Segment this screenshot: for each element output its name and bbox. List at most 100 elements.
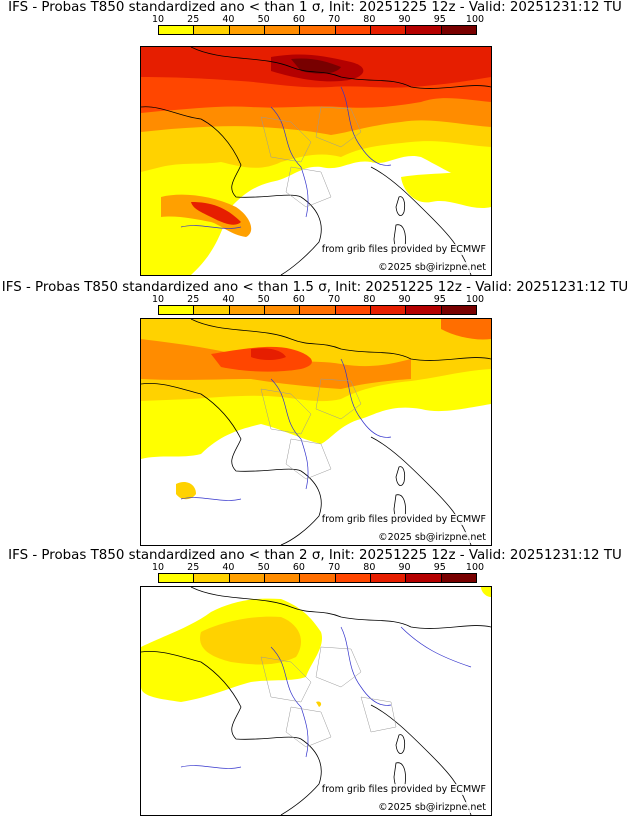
colorbar-tick-label: 100 [465, 294, 485, 305]
colorbar-labels: 10 25 40 50 60 70 80 90 95 100 [152, 294, 484, 305]
island-corsica [395, 466, 406, 486]
colorbar-tick-label: 80 [363, 294, 376, 305]
river-line [180, 765, 242, 769]
coastline-italy [370, 436, 472, 545]
prob-spot-alps [316, 701, 322, 707]
colorbar [158, 305, 477, 315]
colorbar-tick-label: 40 [222, 294, 235, 305]
colorbar-segment [229, 26, 265, 34]
colorbar-tick-label: 95 [433, 562, 446, 573]
colorbar-tick-label: 10 [151, 562, 165, 573]
source-credit: from grib files provided by ECMWF [320, 514, 487, 525]
panel-title: IFS - Probas T850 standardized ano < tha… [8, 0, 622, 15]
colorbar-segment [159, 574, 195, 582]
colorbar-segment [194, 26, 230, 34]
colorbar-tick-label: 90 [398, 294, 411, 305]
region-border [260, 656, 312, 703]
colorbar-segment [229, 306, 265, 314]
river-line [180, 497, 242, 501]
panel-title: IFS - Probas T850 standardized ano < tha… [1, 280, 629, 295]
colorbar-segment [194, 306, 230, 314]
colorbar-segment [159, 306, 195, 314]
source-credit: from grib files provided by ECMWF [320, 244, 487, 255]
colorbar-tick-label: 80 [363, 14, 376, 25]
colorbar-segment [335, 26, 371, 34]
prob-area-east [441, 319, 491, 340]
panel-title: IFS - Probas T850 standardized ano < tha… [8, 548, 622, 563]
colorbar-tick-label: 100 [465, 14, 485, 25]
map-graphic [141, 587, 491, 815]
region-border [315, 378, 362, 420]
colorbar-tick-label: 10 [151, 14, 165, 25]
colorbar-segment [194, 574, 230, 582]
colorbar-segment [159, 26, 195, 34]
source-credit: from grib files provided by ECMWF [320, 784, 487, 795]
map-panel-3: IFS - Probas T850 standardized ano < tha… [0, 548, 630, 828]
region-border [260, 116, 312, 163]
copyright-credit: ©2025 sb@irizpne.net [377, 262, 487, 273]
prob-area-east [401, 167, 491, 209]
river-line [340, 86, 392, 166]
prob-spot-east [481, 587, 491, 597]
colorbar-tick-label: 95 [433, 294, 446, 305]
river-line [340, 358, 392, 438]
colorbar-tick-label: 50 [257, 294, 270, 305]
colorbar-segment [406, 26, 442, 34]
colorbar-segment [370, 306, 407, 314]
colorbar-tick-label: 70 [328, 562, 341, 573]
colorbar-tick-label: 40 [222, 562, 235, 573]
copyright-credit: ©2025 sb@irizpne.net [377, 802, 487, 813]
prob-band-spain [161, 194, 252, 237]
colorbar-tick-label: 50 [257, 14, 270, 25]
colorbar-tick-label: 90 [398, 562, 411, 573]
region-border [285, 706, 332, 748]
prob-spot-spain [176, 482, 196, 500]
colorbar-segment [406, 574, 442, 582]
region-border [360, 696, 397, 733]
colorbar-tick-label: 95 [433, 14, 446, 25]
river-line [270, 378, 309, 490]
region-border [285, 166, 332, 208]
colorbar-tick-label: 100 [465, 562, 485, 573]
colorbar-tick-label: 40 [222, 14, 235, 25]
prob-area-80 [251, 348, 286, 360]
colorbar-labels: 10 25 40 50 60 70 80 90 95 100 [152, 14, 484, 25]
colorbar-segment [264, 306, 301, 314]
region-border [260, 388, 312, 435]
colorbar [158, 573, 477, 583]
colorbar-segment [229, 574, 265, 582]
probability-map: from grib files provided by ECMWF ©2025 … [140, 586, 492, 816]
colorbar-tick-label: 60 [292, 562, 305, 573]
colorbar-segment [335, 306, 371, 314]
region-border [285, 438, 332, 480]
coastline [141, 106, 322, 275]
colorbar-segment [370, 26, 407, 34]
region-border [315, 106, 362, 148]
coastline-north [190, 587, 491, 629]
colorbar-segment [441, 26, 476, 34]
colorbar-labels: 10 25 40 50 60 70 80 90 95 100 [152, 562, 484, 573]
colorbar-segment [441, 306, 476, 314]
colorbar-tick-label: 70 [328, 294, 341, 305]
colorbar-segment [300, 574, 336, 582]
colorbar-tick-label: 10 [151, 294, 165, 305]
island-corsica [395, 734, 406, 754]
colorbar-segment [264, 574, 301, 582]
island-corsica [395, 196, 406, 216]
copyright-credit: ©2025 sb@irizpne.net [377, 532, 487, 543]
prob-band-spain-core [191, 202, 241, 225]
colorbar-tick-label: 90 [398, 14, 411, 25]
river-line [270, 106, 309, 218]
prob-area-95 [291, 58, 341, 74]
colorbar-segment [300, 306, 336, 314]
colorbar-tick-label: 25 [187, 14, 200, 25]
coastline-italy [370, 704, 472, 815]
probability-map: from grib files provided by ECMWF ©2025 … [140, 318, 492, 546]
colorbar-tick-label: 80 [363, 562, 376, 573]
colorbar-tick-label: 70 [328, 14, 341, 25]
colorbar-tick-label: 60 [292, 294, 305, 305]
colorbar-segment [335, 574, 371, 582]
colorbar-segment [406, 306, 442, 314]
river-line [270, 646, 309, 758]
colorbar-segment [264, 26, 301, 34]
